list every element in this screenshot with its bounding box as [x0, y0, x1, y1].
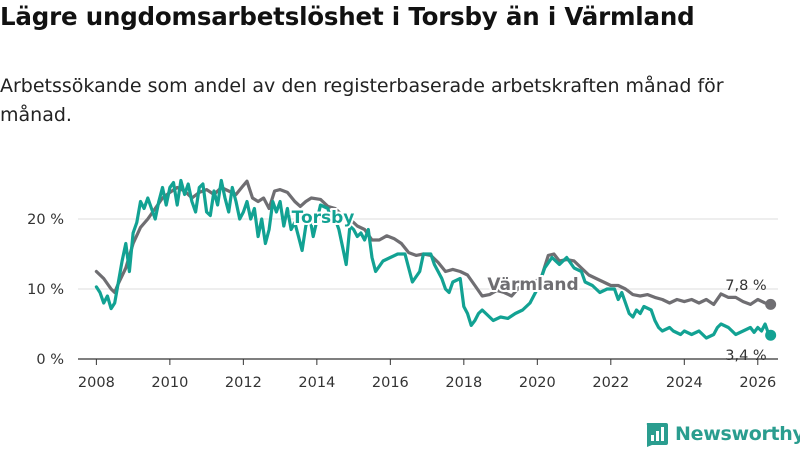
x-tick-label: 2008: [78, 375, 115, 391]
y-tick-label: 10 %: [27, 282, 64, 298]
newsworthy-logo[interactable]: Newsworthy: [644, 421, 800, 447]
grid-lines: [78, 218, 778, 360]
x-tick-label: 2016: [372, 375, 409, 391]
chart-subtitle: Arbetssökande som andel av den registerb…: [0, 75, 724, 126]
end-point-torsby: [765, 329, 777, 341]
x-tick-label: 2020: [519, 375, 556, 391]
series-line-torsby: [94, 178, 773, 340]
x-tick-label: 2022: [592, 375, 629, 391]
newsworthy-logo-icon: [646, 422, 668, 447]
x-tick-label: 2014: [298, 375, 335, 391]
y-axis-labels: 0 % 10 % 20 %: [27, 212, 64, 368]
series-label-torsby: Torsby: [292, 208, 355, 228]
x-tick-label: 2012: [225, 375, 262, 391]
x-axis: 2008 2010 2012 2014 2016 2018 2020 2022 2024 2026: [78, 359, 776, 391]
series-label-varmland: Värmland: [487, 275, 578, 295]
x-tick-label: 2026: [739, 375, 776, 391]
brand-name: Newsworthy: [675, 423, 800, 445]
chart-title: Lägre ungdomsarbetslöshet i Torsby än i …: [0, 2, 695, 31]
end-point-varmland: [765, 298, 777, 310]
x-tick-label: 2010: [151, 375, 188, 391]
end-value-torsby: 3,4 %: [725, 348, 766, 364]
y-tick-label: 20 %: [27, 212, 64, 228]
x-tick-label: 2018: [445, 375, 482, 391]
annotations: Torsby Värmland 7,8 % 3,4 %: [290, 206, 767, 364]
end-value-varmland: 7,8 %: [725, 278, 766, 294]
series-lines: [94, 178, 777, 341]
y-tick-label: 0 %: [36, 352, 64, 368]
x-tick-label: 2024: [666, 375, 703, 391]
